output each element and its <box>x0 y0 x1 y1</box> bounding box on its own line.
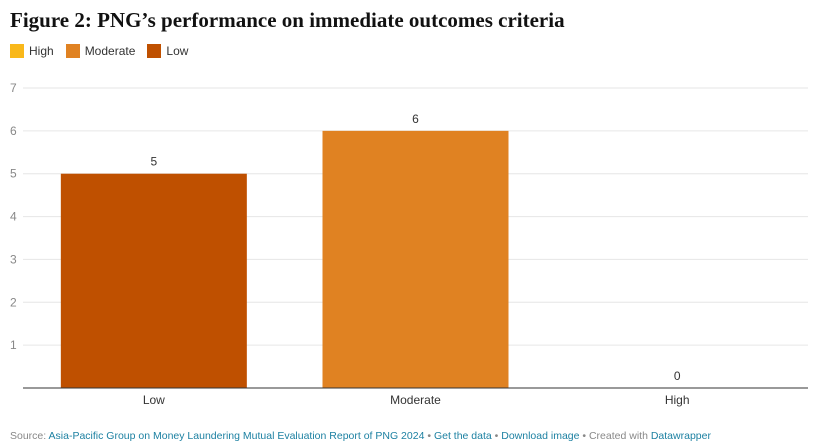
data-label: 0 <box>674 369 681 383</box>
x-tick-label: Low <box>143 393 165 407</box>
legend-item-low: Low <box>147 44 188 58</box>
data-label: 5 <box>150 155 157 169</box>
footer-separator: • <box>491 430 502 442</box>
download-image-link[interactable]: Download image <box>501 430 580 442</box>
legend-swatch-moderate <box>65 44 80 58</box>
legend-item-high: High <box>10 44 54 58</box>
legend-swatch-high <box>10 44 24 58</box>
x-tick-label: Moderate <box>390 393 441 407</box>
bar <box>60 173 247 388</box>
bar <box>322 130 509 388</box>
footer-separator: • <box>424 430 434 442</box>
legend: High Moderate Low <box>10 44 200 58</box>
y-tick-label: 1 <box>10 338 17 352</box>
legend-item-moderate: Moderate <box>65 44 136 58</box>
legend-label-low: Low <box>166 44 189 58</box>
y-tick-label: 6 <box>10 124 17 138</box>
source-link[interactable]: Asia-Pacific Group on Money Laundering M… <box>48 430 425 442</box>
x-tick-label: High <box>665 393 690 407</box>
legend-label-high: High <box>29 44 54 58</box>
chart-title: Figure 2: PNG’s performance on immediate… <box>10 8 565 32</box>
bar-chart: 1 2 3 4 5 6 7 5 Low 6 Moderate 0 High <box>10 81 808 407</box>
y-tick-label: 7 <box>10 81 17 95</box>
footer: Source: Asia-Pacific Group on Money Laun… <box>10 430 711 442</box>
y-tick-label: 4 <box>10 210 17 224</box>
y-tick-label: 3 <box>10 252 17 266</box>
legend-label-moderate: Moderate <box>84 44 136 58</box>
y-tick-label: 5 <box>10 167 17 181</box>
data-label: 6 <box>412 112 419 126</box>
y-tick-label: 2 <box>10 295 17 309</box>
legend-swatch-low <box>147 44 162 58</box>
get-data-link[interactable]: Get the data <box>433 430 492 442</box>
datawrapper-link[interactable]: Datawrapper <box>650 430 711 442</box>
source-prefix: Source: <box>10 430 49 442</box>
created-with-text: • Created with <box>579 430 651 442</box>
